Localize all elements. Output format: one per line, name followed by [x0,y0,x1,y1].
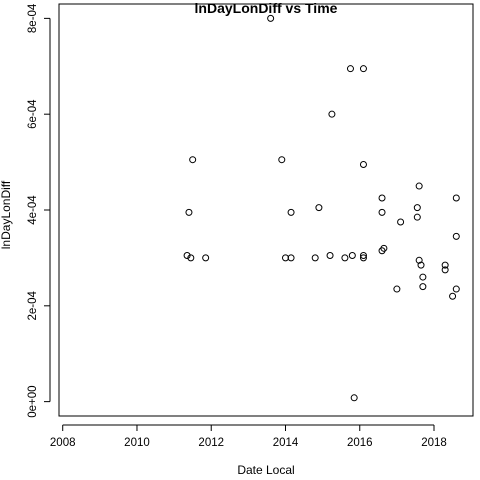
y-tick-label: 2e-04 [27,291,39,321]
y-tick-label: 0e+00 [27,385,39,417]
x-tick-label: 2012 [198,437,224,449]
y-tick-label: 6e-04 [27,99,39,129]
y-tick-label: 8e-04 [27,3,39,33]
y-tick-label: 4e-04 [27,195,39,225]
chart-title: lnDayLonDiff vs Time [195,0,338,16]
y-axis-label: lnDayLonDiff [0,180,13,249]
x-tick-label: 2016 [347,437,373,449]
x-tick-label: 2014 [273,437,299,449]
x-tick-label: 2018 [421,437,447,449]
x-tick-label: 2008 [50,437,76,449]
x-tick-label: 2010 [124,437,150,449]
x-axis-label: Date Local [237,463,294,477]
